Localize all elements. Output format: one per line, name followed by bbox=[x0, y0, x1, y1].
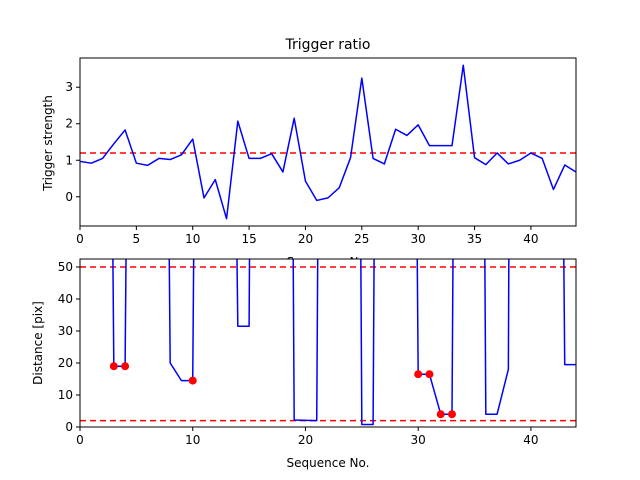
data-point-marker bbox=[109, 362, 118, 371]
y-axis-label: Distance [pix] bbox=[31, 301, 45, 385]
x-tick-label: 15 bbox=[241, 232, 256, 246]
y-tick-label: 50 bbox=[58, 260, 73, 274]
plot-frame bbox=[79, 258, 577, 428]
x-tick-label: 5 bbox=[133, 232, 141, 246]
plot-clipped-group bbox=[80, 64, 576, 220]
plot-background bbox=[80, 58, 576, 226]
axis-ticks: 0 10 20 30 40 0 10 20 30 40 50 bbox=[58, 260, 539, 447]
data-point-marker bbox=[188, 376, 197, 385]
y-axis-label: Trigger strength bbox=[41, 95, 55, 192]
series-line bbox=[80, 64, 576, 220]
x-tick-label: 10 bbox=[185, 433, 200, 447]
y-tick-label: 40 bbox=[58, 292, 73, 306]
y-tick-label: 30 bbox=[58, 324, 73, 338]
y-tick-label: 1 bbox=[65, 153, 73, 167]
x-tick-label: 40 bbox=[523, 232, 538, 246]
axis-ticks: 0 5 10 15 20 25 30 35 40 0 1 2 3 bbox=[65, 80, 538, 246]
data-point-marker bbox=[436, 410, 445, 419]
x-tick-label: 20 bbox=[298, 433, 313, 447]
series-line bbox=[112, 259, 576, 426]
data-point-marker bbox=[414, 370, 423, 379]
y-tick-label: 0 bbox=[65, 190, 73, 204]
y-tick-label: 20 bbox=[58, 356, 73, 370]
x-axis-label: Sequence No. bbox=[287, 456, 370, 470]
data-point-marker bbox=[121, 362, 130, 371]
y-tick-label: 10 bbox=[58, 388, 73, 402]
plot-background bbox=[80, 259, 576, 427]
trigger-ratio-chart: Trigger ratio Trigger strength Sequence … bbox=[41, 37, 577, 269]
x-tick-label: 35 bbox=[467, 232, 482, 246]
plot-frame bbox=[79, 57, 577, 227]
y-tick-label: 2 bbox=[65, 117, 73, 131]
x-tick-label: 10 bbox=[185, 232, 200, 246]
x-tick-label: 30 bbox=[411, 433, 426, 447]
x-tick-label: 20 bbox=[298, 232, 313, 246]
plot-area bbox=[80, 64, 576, 220]
y-tick-label: 3 bbox=[65, 80, 73, 94]
data-point-marker bbox=[425, 370, 434, 379]
x-tick-label: 30 bbox=[411, 232, 426, 246]
x-tick-label: 0 bbox=[76, 232, 84, 246]
data-point-marker bbox=[448, 410, 456, 419]
plot-area bbox=[80, 259, 576, 426]
plot-clipped-group bbox=[80, 259, 576, 426]
x-tick-label: 40 bbox=[523, 433, 538, 447]
chart-title: Trigger ratio bbox=[284, 37, 370, 53]
x-tick-label: 0 bbox=[76, 433, 84, 447]
distance-chart: Distance [pix] 0 10 20 30 40 0 10 20 30 40 50 Sequ… bbox=[31, 258, 577, 470]
x-tick-label: 25 bbox=[354, 232, 369, 246]
y-tick-label: 0 bbox=[65, 420, 73, 434]
